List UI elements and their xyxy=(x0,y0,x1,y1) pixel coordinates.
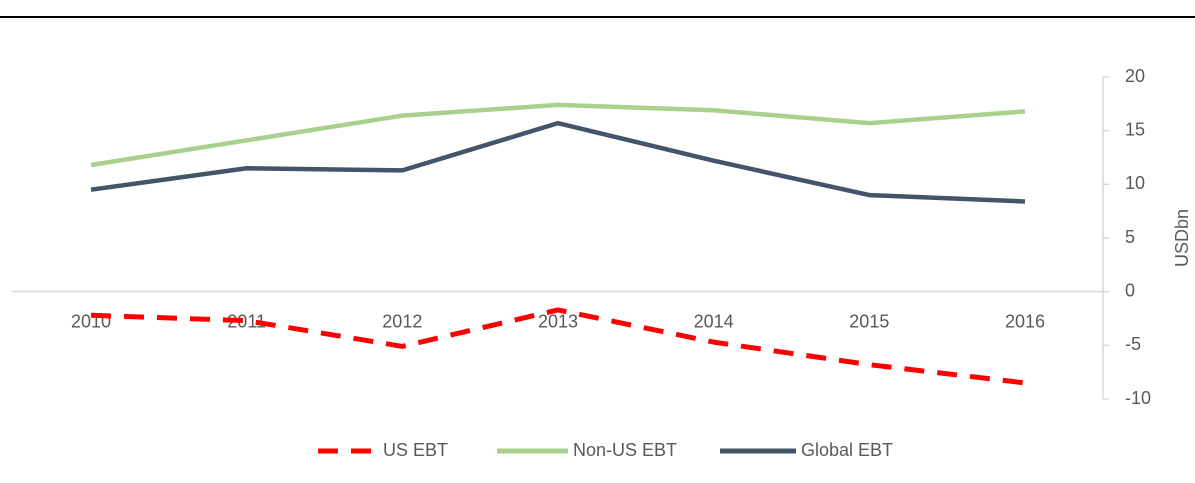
x-tick-label: 2015 xyxy=(849,311,889,331)
legend-label: Non-US EBT xyxy=(573,440,677,460)
y-tick-label: 0 xyxy=(1125,280,1135,300)
y-tick-label: -10 xyxy=(1125,388,1151,408)
series-line xyxy=(90,102,1026,168)
x-tick-label: 2013 xyxy=(538,311,578,331)
x-tick-label: 2012 xyxy=(382,311,422,331)
y-tick-label: -5 xyxy=(1125,334,1141,354)
y-tick-label: 5 xyxy=(1125,227,1135,247)
y-tick-label: 20 xyxy=(1125,66,1145,86)
x-tick-label: 2014 xyxy=(694,311,734,331)
series-line xyxy=(90,307,1026,386)
y-axis-label: USDbn xyxy=(1172,209,1192,267)
legend-label: US EBT xyxy=(383,440,448,460)
y-tick-label: 10 xyxy=(1125,173,1145,193)
y-tick-label: 15 xyxy=(1125,119,1145,139)
series-line xyxy=(90,120,1026,204)
x-tick-label: 2016 xyxy=(1005,311,1045,331)
x-tick-label: 2011 xyxy=(227,311,266,331)
legend-label: Global EBT xyxy=(801,440,893,460)
